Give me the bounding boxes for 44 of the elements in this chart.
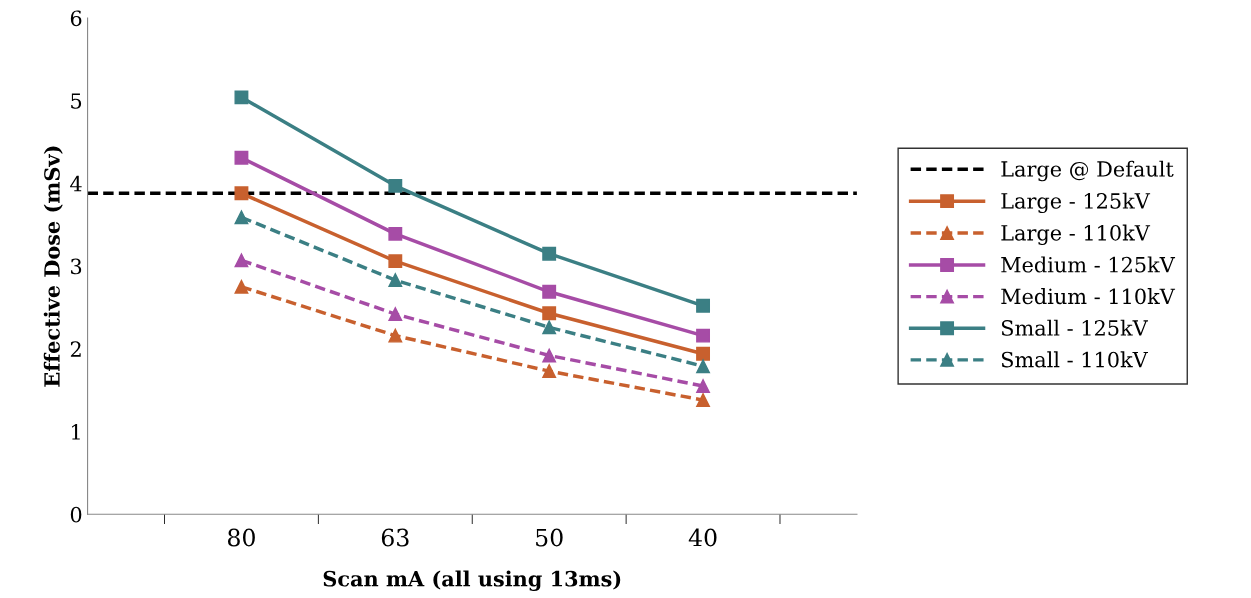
legend-label: Medium - 110kV (1001, 288, 1176, 305)
x-tick-label: 63 (381, 528, 409, 547)
y-tick-label: 5 (71, 93, 82, 109)
x-tick-label: 80 (228, 528, 255, 547)
point (696, 393, 711, 408)
point (388, 178, 403, 193)
y-tick-label: 2 (70, 341, 81, 357)
legend-label: Small - 110kV (1001, 351, 1149, 368)
y-tick-label: 3 (71, 258, 82, 275)
x-tick-label: 40 (688, 528, 717, 547)
point (234, 90, 249, 105)
y-tick-label: 4 (70, 175, 82, 192)
x-axis-title: Scan mA (all using 13ms) (323, 570, 621, 591)
point (388, 254, 403, 269)
point (696, 298, 711, 313)
y-tick-label: 6 (70, 10, 82, 27)
point (234, 150, 249, 165)
point (696, 346, 711, 361)
legend-label: Large - 110kV (1001, 224, 1151, 246)
point (542, 348, 557, 363)
point (696, 359, 711, 374)
point (542, 320, 557, 335)
point (234, 279, 249, 294)
point (388, 307, 403, 322)
legend-label: Large - 125kV (1001, 192, 1151, 214)
legend-label: Medium - 125kV (1001, 256, 1176, 273)
point (388, 328, 403, 343)
point (542, 246, 557, 261)
legend-label: Small - 125kV (1001, 319, 1149, 336)
point (388, 226, 403, 241)
point (234, 253, 249, 268)
y-tick-label: 0 (70, 506, 82, 523)
point (696, 379, 711, 394)
point (542, 284, 557, 299)
point (234, 210, 249, 225)
y-tick-label: 1 (72, 424, 80, 440)
point (234, 186, 249, 201)
point (388, 273, 403, 288)
y-axis-title: Effective Dose (mSv) (43, 146, 63, 387)
point (542, 364, 557, 379)
point (696, 328, 711, 343)
x-tick-label: 50 (536, 528, 563, 547)
legend-label: Large @ Default (1001, 160, 1174, 182)
point (542, 306, 557, 321)
